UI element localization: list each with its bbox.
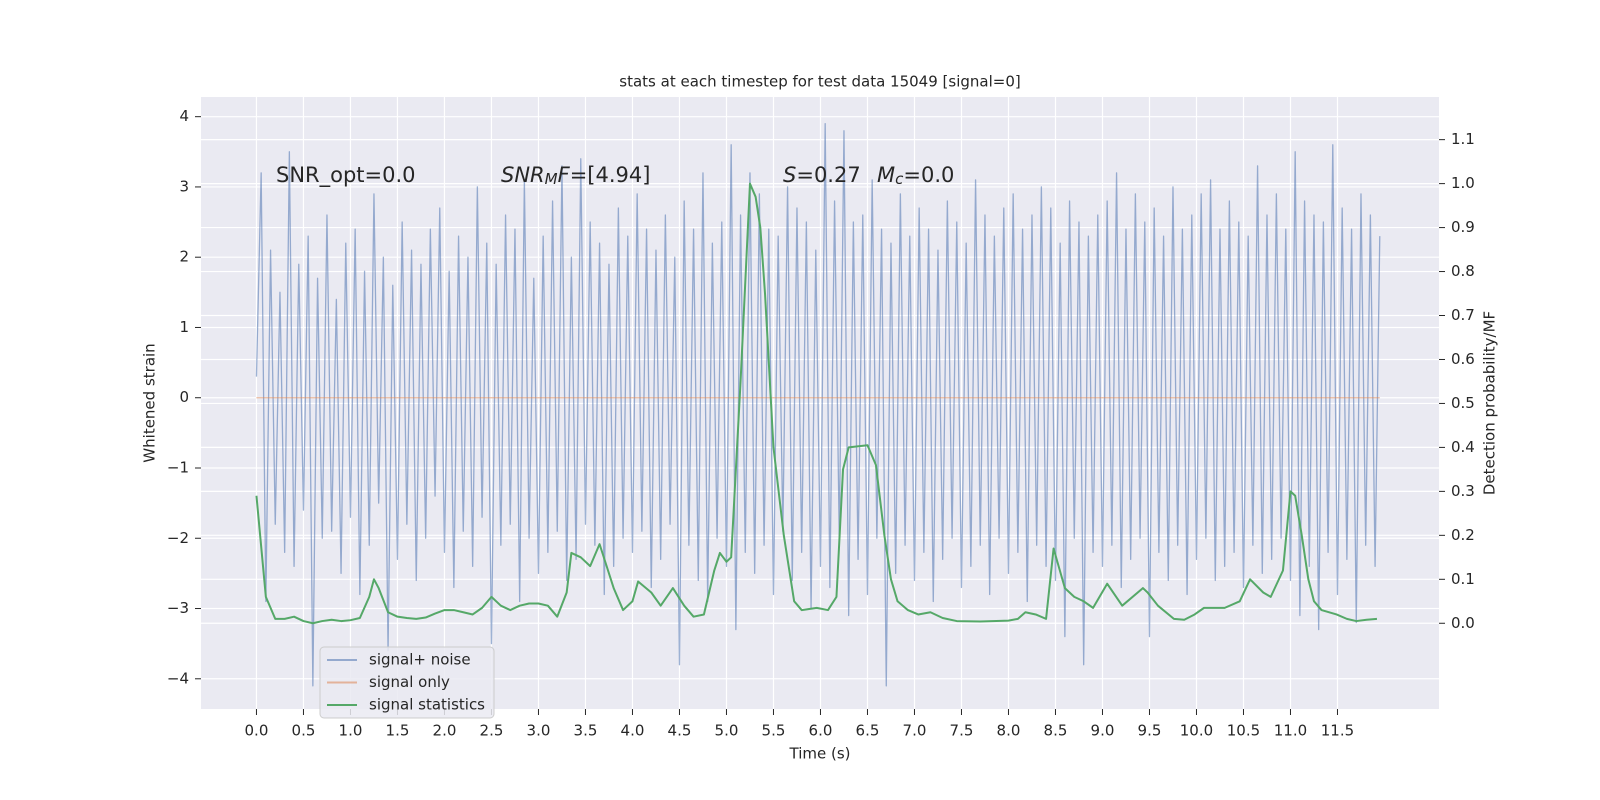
x-tick-label: 2.5 [480, 722, 504, 740]
x-tick-label: 5.5 [762, 722, 786, 740]
x-tick-label: 1.0 [339, 722, 363, 740]
y-tick-label: −1 [167, 458, 189, 476]
legend: signal+ noise signal only signal statistic… [319, 646, 495, 719]
y2-tick-label: 0.6 [1451, 350, 1475, 368]
y2-tick-label: 0.9 [1451, 218, 1475, 236]
y2-tick-label: 0.3 [1451, 482, 1475, 500]
y-tick-label: 4 [179, 107, 189, 125]
x-tick-label: 8.5 [1044, 722, 1068, 740]
annotation-segment: =[4.94] [570, 163, 651, 187]
chart-title: stats at each timestep for test data 150… [619, 73, 1020, 91]
legend-frame [319, 646, 495, 719]
legend-label: signal+ noise [369, 651, 471, 669]
legend-label: signal only [369, 673, 450, 691]
y2-tick-label: 0.2 [1451, 526, 1475, 544]
y2-tick-label: 0.7 [1451, 306, 1475, 324]
annotation: SNRMF=[4.94] [501, 163, 650, 188]
annotation-segment: =0.27 [796, 163, 860, 187]
x-tick-label: 11.5 [1321, 722, 1354, 740]
y2-tick-label: 1.0 [1451, 174, 1475, 192]
x-tick-label: 0.0 [245, 722, 269, 740]
y-tick-label: 3 [179, 177, 189, 195]
y2-tick-label: 0.0 [1451, 614, 1475, 632]
y-tick-label: −4 [167, 669, 189, 687]
y2-tick-label: 0.5 [1451, 394, 1475, 412]
y2-tick-label: 1.1 [1451, 130, 1475, 148]
x-tick-label: 4.0 [621, 722, 645, 740]
annotation-segment: S [783, 163, 796, 187]
annotation-segment: M [545, 170, 558, 188]
annotation-segment: =0.0 [903, 163, 954, 187]
annotation-segment: SNR [501, 163, 545, 187]
annotation-segment: c [895, 170, 904, 188]
x-tick-label: 4.5 [668, 722, 692, 740]
x-tick-label: 7.5 [950, 722, 974, 740]
y2-tick-label: 0.4 [1451, 438, 1475, 456]
y-tick-label: −2 [167, 529, 189, 547]
x-tick-label: 8.0 [997, 722, 1021, 740]
x-tick-label: 6.5 [856, 722, 880, 740]
annotation: S=0.27 [783, 163, 861, 187]
x-tick-label: 10.5 [1227, 722, 1260, 740]
x-tick-label: 11.0 [1274, 722, 1307, 740]
x-tick-label: 10.0 [1180, 722, 1213, 740]
annotation: SNR_opt=0.0 [276, 163, 416, 188]
legend-label: signal statistics [369, 696, 485, 714]
y2-axis-label: Detection probability/MF [1481, 311, 1499, 495]
y-axis-label: Whitened strain [141, 343, 159, 462]
x-tick-label: 0.5 [292, 722, 316, 740]
x-axis-label: Time (s) [789, 745, 851, 763]
y-tick-label: −3 [167, 599, 189, 617]
x-tick-label: 9.0 [1091, 722, 1115, 740]
x-tick-label: 3.0 [527, 722, 551, 740]
x-tick-label: 3.5 [574, 722, 598, 740]
series-line [255, 182, 1378, 625]
x-tick-label: 2.0 [433, 722, 457, 740]
y-tick-label: 1 [179, 318, 189, 336]
x-tick-label: 6.0 [809, 722, 833, 740]
x-tick-label: 1.5 [386, 722, 410, 740]
y-tick-label: 0 [179, 388, 189, 406]
y2-tick-label: 0.1 [1451, 570, 1475, 588]
y2-tick-label: 0.8 [1451, 262, 1475, 280]
series-line [255, 123, 1381, 687]
y-tick-label: 2 [179, 248, 189, 266]
x-tick-label: 7.0 [903, 722, 927, 740]
annotation: Mc=0.0 [877, 163, 954, 188]
x-tick-label: 9.5 [1138, 722, 1162, 740]
annotation-segment: M [877, 163, 895, 187]
annotation-segment: F [558, 163, 571, 187]
annotation-segment: SNR_opt=0.0 [276, 163, 416, 188]
x-tick-label: 5.0 [715, 722, 739, 740]
